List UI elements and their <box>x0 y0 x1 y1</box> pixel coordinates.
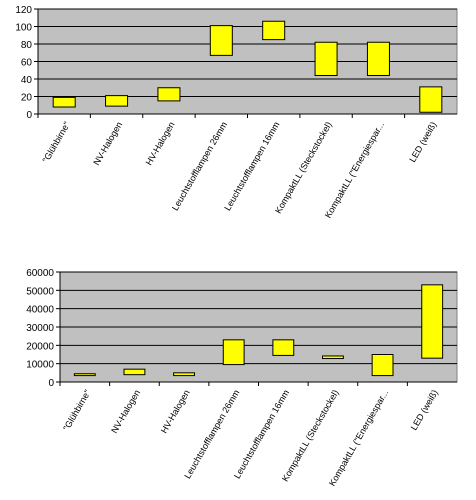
y-tick-label: 10000 <box>26 360 54 371</box>
y-tick-label: 40 <box>21 75 33 86</box>
range-bar <box>209 25 233 56</box>
x-tick-label: Leuchtstofflampen 16mm <box>222 120 281 212</box>
y-tick-label: 80 <box>21 40 33 51</box>
range-bar <box>272 339 295 356</box>
range-bar <box>322 355 344 360</box>
y-tick-label: 30000 <box>26 323 54 334</box>
range-bar <box>262 20 286 41</box>
x-tick-label: HV-Halogen <box>144 120 177 167</box>
x-tick-label: Leuchtstofflampen 26mm <box>182 388 241 480</box>
range-bar <box>314 41 338 76</box>
x-tick-label: LED (weiß) <box>407 120 438 164</box>
x-tick-label: Leuchtstofflampen 26mm <box>170 120 229 212</box>
range-bar <box>222 339 245 366</box>
range-bar <box>421 284 444 359</box>
range-bar <box>371 354 394 377</box>
y-tick-label: 100 <box>15 23 32 34</box>
range-bar <box>123 368 146 376</box>
x-tick-label: KompaktLL (Steckstockel) <box>280 388 341 483</box>
range-bar <box>157 87 181 102</box>
range-bar <box>105 95 129 107</box>
y-tick-label: 40000 <box>26 305 54 316</box>
y-tick-label: 60000 <box>26 268 54 279</box>
range-bar <box>73 373 96 377</box>
y-tick-label: 20 <box>21 93 33 104</box>
range-bar <box>366 41 390 76</box>
x-tick-label: KompaktLL (Steckstockel) <box>273 120 334 215</box>
x-tick-label: KompaktLL ("Energiespar... <box>323 120 386 220</box>
y-tick-label: 0 <box>48 378 54 389</box>
chart-top: 0 20 40 60 80 100 120 "Glühbirne" NV-Halogen HV-H… <box>15 5 458 220</box>
range-bar <box>173 372 195 377</box>
x-tick-label: NV-Halogen <box>109 388 142 435</box>
y-tick-label: 20000 <box>26 341 54 352</box>
x-tick-label: NV-Halogen <box>91 120 124 167</box>
x-tick-label: "Glühbirne" <box>41 120 72 164</box>
chart-bottom: 0 10000 20000 30000 40000 50000 60000 "Glühbirn… <box>26 268 458 488</box>
x-tick-label: HV-Halogen <box>159 388 192 435</box>
x-tick-label: "Glühbirne" <box>61 388 92 432</box>
x-tick-label: LED (weiß) <box>409 388 440 432</box>
range-bar <box>419 86 443 113</box>
range-bar <box>52 96 76 108</box>
x-tick-label: KompaktLL ("Energiespar... <box>327 388 390 488</box>
y-tick-label: 60 <box>21 58 33 69</box>
y-tick-label: 0 <box>26 110 32 121</box>
y-tick-label: 120 <box>15 5 32 16</box>
y-tick-label: 50000 <box>26 286 54 297</box>
x-tick-label: Leuchtstofflampen 16mm <box>232 388 291 480</box>
